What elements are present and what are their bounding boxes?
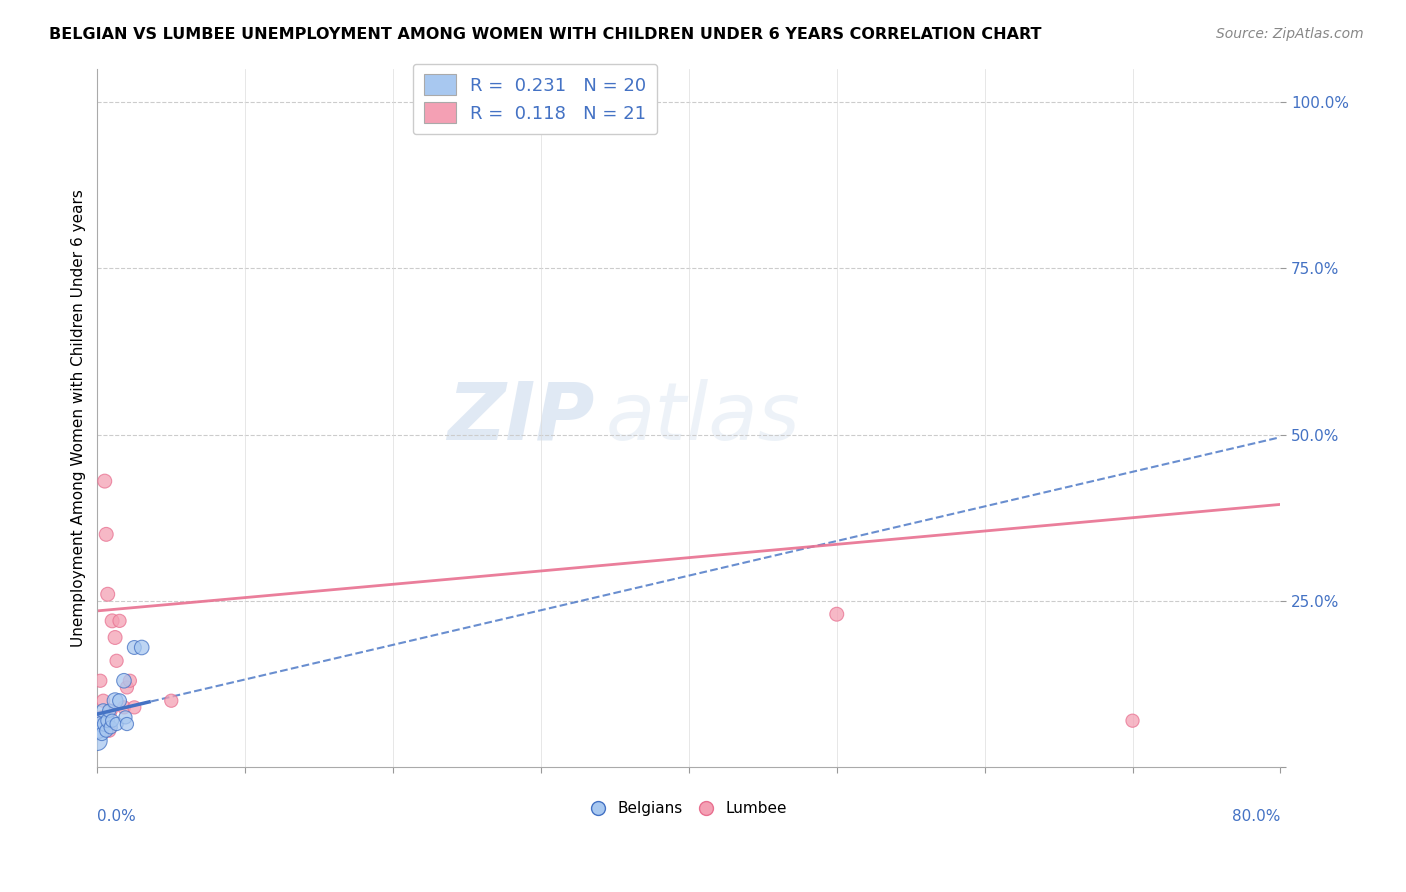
Point <box>96 527 118 541</box>
Point <box>93 717 115 731</box>
Point <box>100 720 122 734</box>
Legend: Belgians, Lumbee: Belgians, Lumbee <box>585 796 793 822</box>
Y-axis label: Unemployment Among Women with Children Under 6 years: Unemployment Among Women with Children U… <box>72 189 86 647</box>
Point <box>112 700 135 714</box>
Point <box>105 654 128 668</box>
Point <box>115 681 138 695</box>
Point <box>90 710 112 724</box>
Point <box>108 614 131 628</box>
Point <box>825 607 848 622</box>
Point <box>100 704 122 718</box>
Point <box>87 723 110 738</box>
Point <box>86 733 108 747</box>
Point <box>90 727 112 741</box>
Text: Source: ZipAtlas.com: Source: ZipAtlas.com <box>1216 27 1364 41</box>
Point <box>89 673 111 688</box>
Point <box>89 717 111 731</box>
Point <box>86 723 108 738</box>
Point <box>97 714 120 728</box>
Point <box>86 714 108 728</box>
Point <box>160 694 183 708</box>
Point <box>87 717 110 731</box>
Point <box>104 694 127 708</box>
Text: 80.0%: 80.0% <box>1232 809 1281 824</box>
Point <box>97 587 120 601</box>
Text: atlas: atlas <box>606 379 801 457</box>
Point <box>104 631 127 645</box>
Text: BELGIAN VS LUMBEE UNEMPLOYMENT AMONG WOMEN WITH CHILDREN UNDER 6 YEARS CORRELATI: BELGIAN VS LUMBEE UNEMPLOYMENT AMONG WOM… <box>49 27 1042 42</box>
Point <box>108 694 131 708</box>
Point <box>124 700 146 714</box>
Point <box>93 474 115 488</box>
Point <box>91 704 114 718</box>
Point <box>1121 714 1143 728</box>
Point <box>91 694 114 708</box>
Point <box>105 717 128 731</box>
Point <box>118 673 141 688</box>
Point <box>112 673 135 688</box>
Point <box>98 723 121 738</box>
Point <box>131 640 153 655</box>
Point <box>101 714 124 728</box>
Point <box>114 710 136 724</box>
Point <box>124 640 146 655</box>
Point <box>115 717 138 731</box>
Text: 0.0%: 0.0% <box>97 809 136 824</box>
Point <box>101 614 124 628</box>
Point <box>98 704 121 718</box>
Point <box>96 723 118 738</box>
Text: ZIP: ZIP <box>447 379 595 457</box>
